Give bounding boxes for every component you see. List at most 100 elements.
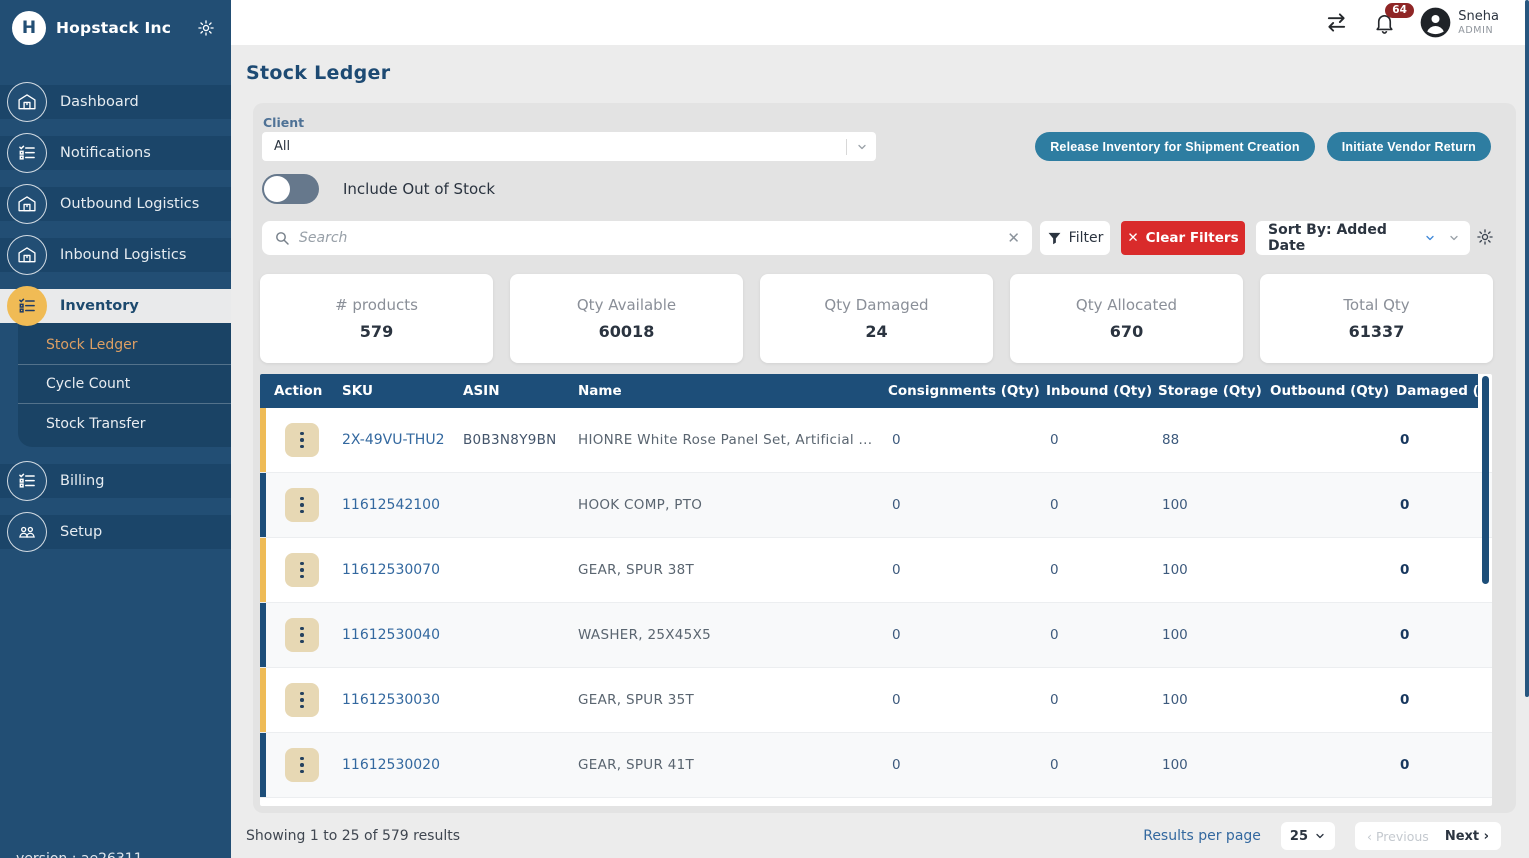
submenu-item-stock-transfer[interactable]: Stock Transfer xyxy=(46,415,146,432)
column-header-consignments-qty: Consignments (Qty) xyxy=(888,383,1040,399)
topbar: 64 Sneha ADMIN xyxy=(231,0,1529,45)
search-input[interactable] xyxy=(299,230,999,246)
sku-cell[interactable]: 11612530070 xyxy=(342,562,440,578)
row-accent-bar xyxy=(260,408,266,472)
user-menu[interactable]: Sneha ADMIN xyxy=(1420,7,1499,38)
swap-arrows-icon[interactable] xyxy=(1324,12,1349,33)
damaged-cell: 0 xyxy=(1400,692,1410,708)
name-cell: HIONRE White Rose Panel Set, Artificial … xyxy=(578,432,873,448)
sort-by-dropdown[interactable]: Sort By: Added Date xyxy=(1256,221,1470,255)
sidebar-item-outbound-logistics[interactable]: Outbound Logistics xyxy=(0,184,231,224)
include-out-of-stock-toggle[interactable] xyxy=(262,174,319,204)
release-inventory-button[interactable]: Release Inventory for Shipment Creation xyxy=(1035,132,1315,161)
per-page-select[interactable]: 25 xyxy=(1280,822,1335,850)
sidebar-gear-icon[interactable] xyxy=(197,19,215,37)
row-actions-kebab-button[interactable] xyxy=(285,423,319,457)
next-page-button[interactable]: Next › xyxy=(1444,828,1489,844)
row-actions-kebab-button[interactable] xyxy=(285,618,319,652)
pager: ‹ Previous Next › xyxy=(1355,822,1501,850)
row-actions-kebab-button[interactable] xyxy=(285,488,319,522)
results-per-page-label: Results per page xyxy=(1143,828,1261,844)
asin-cell: B0B3N8Y9BN xyxy=(463,432,557,448)
submenu-item-stock-ledger[interactable]: Stock Ledger xyxy=(18,326,231,365)
close-icon: ✕ xyxy=(1127,230,1139,246)
damaged-cell: 0 xyxy=(1400,432,1410,448)
name-cell: WASHER, 25X45X5 xyxy=(578,627,712,643)
sidebar-item-label: Dashboard xyxy=(60,94,139,110)
stat-card-products: # products 579 xyxy=(260,274,493,363)
per-page-value: 25 xyxy=(1289,828,1308,844)
filter-button[interactable]: Filter xyxy=(1040,221,1110,255)
name-cell: GEAR, SPUR 38T xyxy=(578,562,695,578)
table-scrollbar[interactable] xyxy=(1482,376,1489,584)
sidebar-item-label: Inbound Logistics xyxy=(60,247,187,263)
client-label: Client xyxy=(263,115,305,130)
sidebar-item-inventory[interactable]: Inventory xyxy=(0,286,231,326)
stat-label: Total Qty xyxy=(1343,296,1410,314)
clear-filters-label: Clear Filters xyxy=(1145,230,1239,246)
select-divider xyxy=(846,138,847,155)
stat-card-qty-allocated: Qty Allocated 670 xyxy=(1010,274,1243,363)
storage-cell: 100 xyxy=(1162,627,1188,643)
chevron-down-icon xyxy=(856,141,868,153)
table-row: 11612530020 GEAR, SPUR 41T 0 0 100 0 xyxy=(260,733,1492,798)
submenu-item-cycle-count[interactable]: Cycle Count xyxy=(18,365,231,404)
damaged-cell: 0 xyxy=(1400,627,1410,643)
sidebar-item-label: Setup xyxy=(60,524,103,540)
inbound-cell: 0 xyxy=(1050,497,1059,513)
sort-by-value: Sort By: Added Date xyxy=(1268,222,1387,254)
name-cell: GEAR, SPUR 41T xyxy=(578,757,695,773)
sku-cell[interactable]: 11612530020 xyxy=(342,757,440,773)
search-icon xyxy=(274,230,290,246)
checklist-icon xyxy=(7,461,47,501)
hopstack-logo-icon: H xyxy=(12,11,46,45)
row-accent-bar xyxy=(260,603,266,667)
storage-cell: 88 xyxy=(1162,432,1180,448)
notifications-bell-icon[interactable]: 64 xyxy=(1373,3,1414,34)
client-select[interactable]: All xyxy=(262,132,876,161)
column-settings-gear-icon[interactable] xyxy=(1476,228,1494,246)
previous-page-button[interactable]: ‹ Previous xyxy=(1367,828,1429,844)
damaged-cell: 0 xyxy=(1400,757,1410,773)
row-actions-kebab-button[interactable] xyxy=(285,748,319,782)
stat-label: # products xyxy=(335,296,418,314)
sku-cell[interactable]: 11612530040 xyxy=(342,627,440,643)
users-icon xyxy=(7,512,47,552)
sidebar-item-label: Outbound Logistics xyxy=(60,196,200,212)
funnel-icon xyxy=(1047,231,1062,246)
stat-value: 24 xyxy=(865,322,888,341)
row-actions-kebab-button[interactable] xyxy=(285,553,319,587)
sidebar-item-inbound-logistics[interactable]: Inbound Logistics xyxy=(0,235,231,275)
name-cell: GEAR, SPUR 35T xyxy=(578,692,695,708)
chevron-down-icon xyxy=(1424,232,1436,244)
user-name: Sneha xyxy=(1458,9,1499,25)
stat-card-qty-available: Qty Available 60018 xyxy=(510,274,743,363)
sidebar-item-billing[interactable]: Billing xyxy=(0,461,231,501)
clear-filters-button[interactable]: ✕ Clear Filters xyxy=(1121,221,1245,255)
sidebar-nav: Dashboard Notifications Outbound Logistics… xyxy=(0,56,231,552)
search-box: ✕ xyxy=(262,221,1032,255)
page-scrollbar[interactable] xyxy=(1525,0,1529,697)
checklist-icon xyxy=(7,286,47,326)
sidebar-item-dashboard[interactable]: Dashboard xyxy=(0,82,231,122)
sku-cell[interactable]: 2X-49VU-THU2 xyxy=(342,432,445,448)
sidebar-item-notifications[interactable]: Notifications xyxy=(0,133,231,173)
consignments-cell: 0 xyxy=(892,497,901,513)
consignments-cell: 0 xyxy=(892,432,901,448)
column-header-name: Name xyxy=(578,383,622,399)
sku-cell[interactable]: 11612530030 xyxy=(342,692,440,708)
search-clear-icon[interactable]: ✕ xyxy=(1007,229,1020,247)
sku-cell[interactable]: 11612542100 xyxy=(342,497,440,513)
inbound-cell: 0 xyxy=(1050,627,1059,643)
storage-cell: 100 xyxy=(1162,757,1188,773)
sidebar-item-setup[interactable]: Setup xyxy=(0,512,231,552)
storage-cell: 100 xyxy=(1162,562,1188,578)
initiate-vendor-return-button[interactable]: Initiate Vendor Return xyxy=(1326,132,1491,161)
chevron-down-icon xyxy=(1314,830,1326,842)
chevron-down-icon[interactable] xyxy=(1448,232,1460,244)
inbound-cell: 0 xyxy=(1050,692,1059,708)
column-header-damaged-qty: Damaged (Qty) xyxy=(1396,383,1478,399)
inventory-submenu: Stock Ledger Cycle Count Stock Transfer xyxy=(18,323,231,447)
row-actions-kebab-button[interactable] xyxy=(285,683,319,717)
column-header-asin: ASIN xyxy=(463,383,500,399)
